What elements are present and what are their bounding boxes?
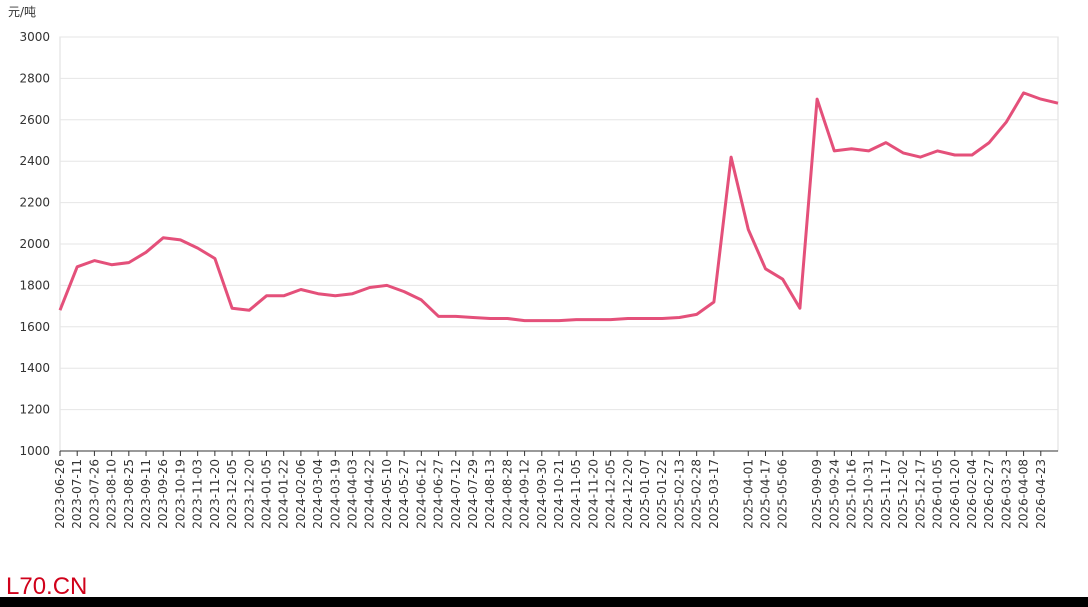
x-tick-label: 2024-06-12 xyxy=(414,459,428,529)
x-tick-label: 2026-01-20 xyxy=(948,459,962,529)
x-tick-label: 2024-12-20 xyxy=(621,459,635,529)
x-tick-label: 2026-02-27 xyxy=(982,459,996,529)
x-tick-label: 2023-07-26 xyxy=(87,459,101,529)
x-tick-label: 2025-01-07 xyxy=(638,459,652,529)
x-tick-label: 2023-09-11 xyxy=(139,459,153,529)
x-tick-label: 2024-02-06 xyxy=(294,459,308,529)
x-tick-label: 2023-09-26 xyxy=(156,459,170,529)
x-tick-label: 2026-01-05 xyxy=(931,459,945,529)
x-tick-label: 2025-01-22 xyxy=(655,459,669,529)
x-tick-label: 2025-03-17 xyxy=(707,459,721,529)
x-tick-label: 2025-04-01 xyxy=(741,459,755,529)
x-tick-label: 2024-05-10 xyxy=(380,459,394,529)
x-tick-label: 2024-08-28 xyxy=(500,459,514,529)
x-tick-label: 2023-11-03 xyxy=(191,459,205,529)
x-tick-label: 2024-11-20 xyxy=(586,459,600,529)
x-tick-label: 2025-09-24 xyxy=(827,459,841,529)
x-tick-label: 2024-07-29 xyxy=(466,459,480,529)
x-tick-label: 2024-07-12 xyxy=(449,459,463,529)
x-tick-label: 2025-10-31 xyxy=(862,459,876,529)
y-tick-label: 2600 xyxy=(19,113,50,127)
y-axis-unit: 元/吨 xyxy=(8,5,36,19)
x-tick-label: 2024-03-19 xyxy=(328,459,342,529)
x-tick-label: 2024-08-13 xyxy=(483,459,497,529)
data-line xyxy=(58,91,1059,323)
x-tick-label: 2024-09-12 xyxy=(518,459,532,529)
y-tick-label: 1800 xyxy=(19,278,50,292)
y-tick-label: 2400 xyxy=(19,154,50,168)
x-tick-label: 2026-02-04 xyxy=(965,459,979,529)
x-tick-label: 2023-12-05 xyxy=(225,459,239,529)
x-tick-label: 2025-02-13 xyxy=(672,459,686,529)
x-tick-label: 2024-01-22 xyxy=(277,459,291,529)
x-tick-label: 2025-02-28 xyxy=(690,459,704,529)
x-tick-label: 2023-06-26 xyxy=(53,459,67,529)
y-tick-label: 1600 xyxy=(19,320,50,334)
x-tick-label: 2025-12-02 xyxy=(896,459,910,529)
x-tick-label: 2025-10-16 xyxy=(845,459,859,529)
x-tick-label: 2025-09-09 xyxy=(810,459,824,529)
y-tick-label: 1000 xyxy=(19,444,50,458)
x-tick-label: 2024-10-21 xyxy=(552,459,566,529)
y-tick-label: 2200 xyxy=(19,196,50,210)
x-tick-label: 2024-04-22 xyxy=(363,459,377,529)
x-tick-label: 2023-12-20 xyxy=(242,459,256,529)
bottom-bar xyxy=(0,597,1088,607)
x-tick-label: 2025-04-17 xyxy=(758,459,772,529)
x-tick-label: 2023-08-10 xyxy=(105,459,119,529)
x-tick-label: 2024-05-27 xyxy=(397,459,411,529)
x-tick-label: 2024-03-04 xyxy=(311,459,325,529)
x-tick-label: 2026-03-23 xyxy=(999,459,1013,529)
x-tick-label: 2023-08-25 xyxy=(122,459,136,529)
x-tick-label: 2024-11-05 xyxy=(569,459,583,529)
x-tick-label: 2024-09-30 xyxy=(535,459,549,529)
x-tick-label: 2026-04-08 xyxy=(1017,459,1031,529)
y-tick-label: 1200 xyxy=(19,403,50,417)
y-tick-label: 3000 xyxy=(19,30,50,44)
x-tick-label: 2024-12-05 xyxy=(604,459,618,529)
watermark: L70.CN xyxy=(6,573,87,600)
y-tick-label: 1400 xyxy=(19,361,50,375)
x-tick-label: 2026-04-23 xyxy=(1034,459,1048,529)
x-tick-label: 2024-06-27 xyxy=(432,459,446,529)
x-tick-label: 2025-05-06 xyxy=(776,459,790,529)
x-tick-label: 2024-01-05 xyxy=(259,459,273,529)
y-tick-label: 2000 xyxy=(19,237,50,251)
x-tick-label: 2025-11-17 xyxy=(879,459,893,529)
x-tick-label: 2023-07-11 xyxy=(70,459,84,529)
x-tick-label: 2024-04-03 xyxy=(346,459,360,529)
x-tick-label: 2025-12-17 xyxy=(913,459,927,529)
y-tick-label: 2800 xyxy=(19,71,50,85)
x-tick-label: 2023-10-19 xyxy=(173,459,187,529)
x-tick-label: 2023-11-20 xyxy=(208,459,222,529)
